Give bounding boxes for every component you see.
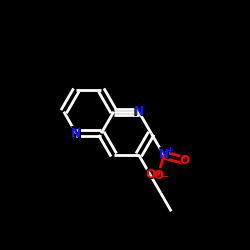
Text: O: O bbox=[178, 153, 190, 168]
Text: N: N bbox=[159, 148, 169, 162]
Text: −: − bbox=[161, 172, 168, 181]
Text: O: O bbox=[152, 168, 164, 183]
Text: N: N bbox=[158, 148, 170, 162]
Text: N: N bbox=[132, 104, 145, 119]
Text: O: O bbox=[179, 154, 189, 167]
Text: +: + bbox=[166, 146, 173, 155]
Text: N: N bbox=[70, 126, 82, 141]
Text: O: O bbox=[144, 167, 156, 182]
Text: N: N bbox=[71, 127, 81, 140]
Text: N: N bbox=[134, 105, 144, 118]
Text: O: O bbox=[153, 169, 163, 182]
Text: O: O bbox=[145, 168, 155, 181]
